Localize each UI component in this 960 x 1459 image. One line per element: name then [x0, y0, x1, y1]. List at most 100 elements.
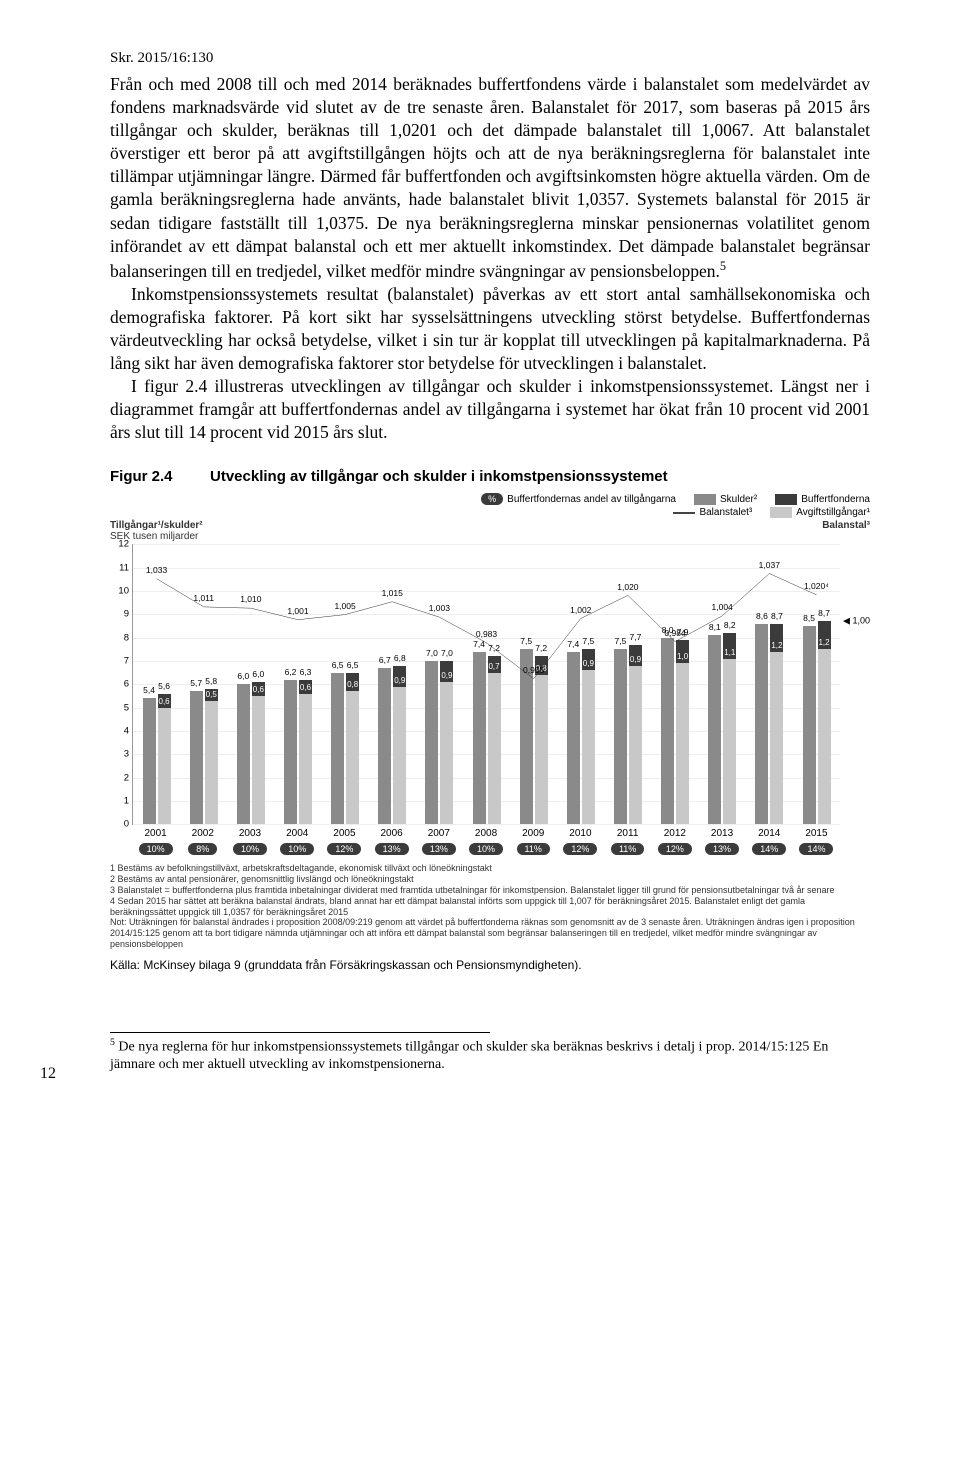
right-axis-tick: ◀ 1,00	[843, 616, 870, 627]
bar-skulder-label: 7,4	[567, 639, 579, 649]
x-axis: 2001200220032004200520062007200820092010…	[132, 824, 840, 839]
balanstal-point-label: 1,005	[334, 601, 355, 611]
bar-skulder: 7,4	[567, 652, 580, 825]
body-text-1: Från och med 2008 till och med 2014 berä…	[110, 74, 870, 281]
bar-skulder: 8,6	[755, 624, 768, 825]
bar-skulder: 7,5	[614, 649, 627, 824]
x-axis-year: 2003	[226, 825, 273, 839]
legend-skulder: Skulder²	[694, 493, 757, 505]
y-tick: 8	[111, 632, 129, 643]
legend-swatch-skulder	[694, 494, 716, 505]
chart-footnote-line: 4 Sedan 2015 har sättet att beräkna bala…	[110, 896, 870, 918]
chart-plot-area: 01234567891011125,40,65,65,70,55,86,00,6…	[132, 544, 840, 824]
legend-swatch-buffert	[775, 494, 797, 505]
bar-tillgangar-label: 8,7	[818, 608, 830, 618]
bar-tillgangar-label: 6,8	[394, 653, 406, 663]
buffert-value-label: 1,2	[771, 641, 782, 650]
y-tick: 1	[111, 795, 129, 806]
legend-label-buffert: Buffertfonderna	[801, 494, 870, 505]
bar-skulder: 7,5	[520, 649, 533, 824]
y-axis-title-1: Tillgångar¹/skulder²	[110, 520, 203, 531]
y-tick: 11	[111, 562, 129, 573]
balanstal-point-label: 0,955	[523, 665, 544, 675]
bar-tillgangar: 0,97,5	[582, 649, 595, 824]
bar-tillgangar: 0,77,2	[488, 656, 501, 824]
buffert-value-label: 1,2	[818, 638, 829, 647]
percent-pill: 8%	[179, 843, 226, 855]
y-tick: 4	[111, 725, 129, 736]
body-text-2: Inkomstpensionssystemets resultat (balan…	[110, 284, 870, 373]
balanstal-point-label: 1,037	[759, 560, 780, 570]
bar-tillgangar-label: 8,2	[724, 620, 736, 630]
percent-pill: 10%	[462, 843, 509, 855]
bar-skulder: 8,1	[708, 635, 721, 824]
bar-tillgangar: 1,18,2	[723, 633, 736, 824]
bar-tillgangar: 0,86,5	[346, 673, 359, 825]
x-axis-year: 2001	[132, 825, 179, 839]
bar-skulder-label: 6,2	[285, 667, 297, 677]
buffert-value-label: 0,6	[159, 697, 170, 706]
footnote-5-text: De nya reglerna för hur inkomstpensionss…	[110, 1039, 828, 1072]
footnote-ref-5: 5	[720, 259, 726, 273]
bar-tillgangar-label: 7,2	[535, 643, 547, 653]
bar-skulder: 8,0	[661, 638, 674, 825]
percent-pill: 14%	[746, 843, 793, 855]
legend-pill-text: Buffertfondernas andel av tillgångarna	[507, 494, 676, 505]
chart-footnote-line: Not: Uträkningen för balanstal ändrades …	[110, 917, 870, 949]
bar-skulder: 5,4	[143, 698, 156, 824]
bar-tillgangar-label: 7,0	[441, 648, 453, 658]
year-column: 5,40,6 5,6	[133, 544, 180, 824]
year-column: 7,50,87,2	[510, 544, 557, 824]
chart-footnote-line: 2 Bestäms av antal pensionärer, genomsni…	[110, 874, 870, 885]
body-paragraph-1: Från och med 2008 till och med 2014 berä…	[110, 73, 870, 283]
percent-pill: 12%	[557, 843, 604, 855]
balanstal-point-label: 1,020	[617, 582, 638, 592]
right-axis-title: Balanstal³	[822, 520, 870, 542]
balanstal-point-label: 0,984	[664, 628, 685, 638]
bar-tillgangar: 0,66,0	[252, 682, 265, 824]
bar-skulder-label: 8,1	[709, 622, 721, 632]
balanstal-point-label: 1,001	[287, 606, 308, 616]
bar-tillgangar: 0,66,3	[299, 680, 312, 825]
percent-pill: 13%	[698, 843, 745, 855]
bar-tillgangar-label: 6,0	[252, 669, 264, 679]
percent-icon: %	[481, 493, 503, 505]
percent-pill: 12%	[321, 843, 368, 855]
y-tick: 6	[111, 679, 129, 690]
bar-tillgangar: 0,97,7	[629, 645, 642, 825]
y-tick: 2	[111, 772, 129, 783]
y-tick: 9	[111, 609, 129, 620]
bar-skulder-label: 7,5	[615, 636, 627, 646]
bar-tillgangar-label: 8,7	[771, 611, 783, 621]
buffert-value-label: 0,8	[347, 680, 358, 689]
balanstal-point-label: 1,010	[240, 594, 261, 604]
legend-balanstal: Balanstalet³	[673, 507, 752, 518]
chart-footnote-line: 1 Bestäms av befolkningstillväxt, arbets…	[110, 863, 870, 874]
page-number: 12	[40, 1065, 56, 1083]
percent-pill: 14%	[793, 843, 840, 855]
bar-tillgangar: 1,28,7	[770, 624, 783, 825]
x-axis-year: 2011	[604, 825, 651, 839]
bar-tillgangar: 1,28,7	[818, 621, 831, 824]
legend-avgift: Avgiftstillgångar¹	[770, 507, 870, 518]
buffert-value-label: 0,9	[583, 659, 594, 668]
chart-footnotes: 1 Bestäms av befolkningstillväxt, arbets…	[110, 863, 870, 949]
bar-tillgangar-label: 5,6	[158, 681, 170, 691]
year-column: 7,40,77,2	[463, 544, 510, 824]
footnote-5: 5 De nya reglerna för hur inkomstpension…	[110, 1037, 870, 1074]
figure-heading: Figur 2.4 Utveckling av tillgångar och s…	[110, 468, 870, 485]
balanstal-point-label: 1,004	[712, 602, 733, 612]
x-axis-year: 2006	[368, 825, 415, 839]
bar-tillgangar: 0,55,8	[205, 689, 218, 824]
buffert-value-label: 0,9	[441, 671, 452, 680]
bar-skulder-label: 6,5	[332, 660, 344, 670]
buffert-value-label: 0,9	[394, 676, 405, 685]
percent-pill: 11%	[510, 843, 557, 855]
balanstal-point-label: 1,003	[429, 603, 450, 613]
bar-tillgangar-label: 6,5	[347, 660, 359, 670]
chart-legend: % Buffertfondernas andel av tillgångarna…	[110, 493, 870, 505]
buffert-value-label: 1,0	[677, 652, 688, 661]
chart: % Buffertfondernas andel av tillgångarna…	[110, 493, 870, 949]
bar-tillgangar: 0,97,0	[440, 661, 453, 824]
bar-tillgangar: 0,87,2	[535, 656, 548, 824]
